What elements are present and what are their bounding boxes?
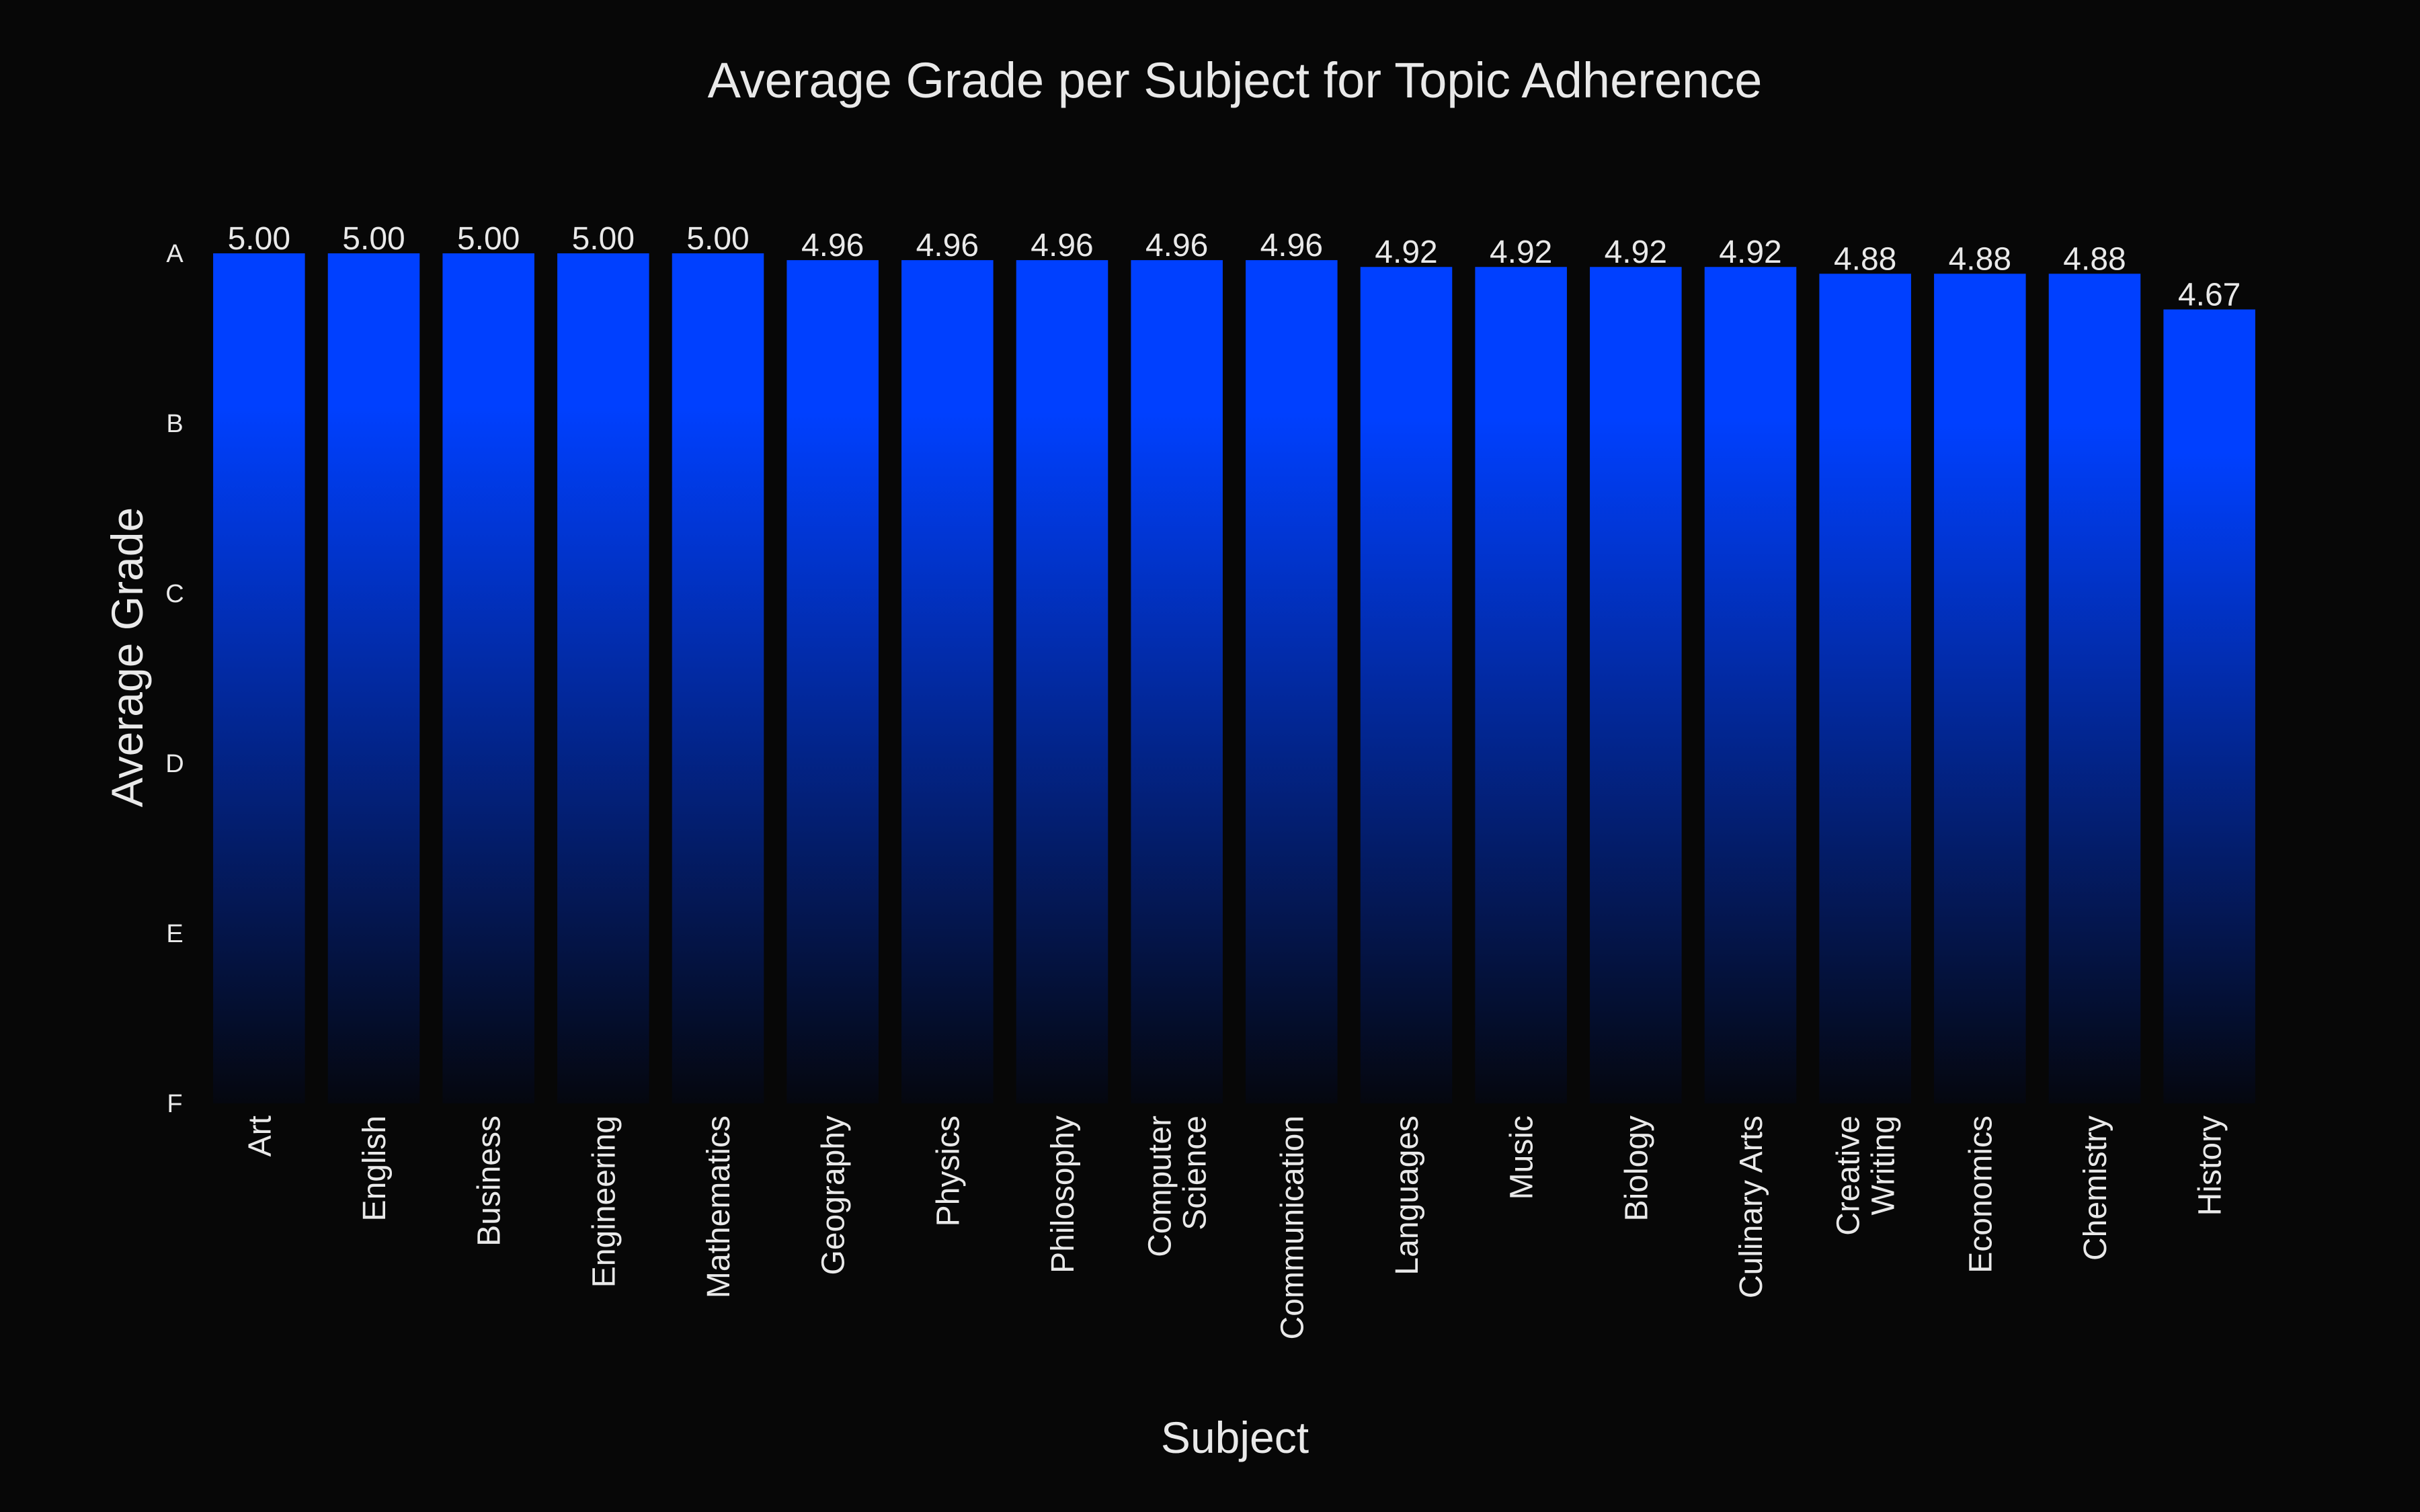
chart-title: Average Grade per Subject for Topic Adhe… bbox=[708, 52, 1763, 108]
bar-value-label: 4.88 bbox=[1949, 241, 2011, 277]
bar bbox=[1590, 267, 1682, 1103]
bar bbox=[787, 260, 879, 1103]
x-tick-label: CreativeWriting bbox=[1831, 1116, 1902, 1236]
y-tick-label: C bbox=[165, 580, 184, 608]
bar bbox=[1819, 274, 1911, 1103]
x-tick-label: Business bbox=[472, 1116, 508, 1247]
x-axis-ticks: Art English Business Engineering Mathematics… bbox=[242, 1116, 2228, 1339]
y-tick-label: B bbox=[166, 410, 183, 438]
x-tick-label: Culinary Arts bbox=[1734, 1116, 1769, 1298]
x-tick-label: Art bbox=[242, 1116, 278, 1157]
bar bbox=[1360, 267, 1453, 1103]
bar bbox=[442, 253, 534, 1103]
bar-value-label: 4.88 bbox=[1834, 241, 1896, 277]
bar bbox=[1131, 260, 1223, 1103]
x-tick-label: Philosophy bbox=[1045, 1116, 1081, 1273]
bar bbox=[327, 253, 420, 1103]
y-tick-label: E bbox=[166, 920, 183, 948]
x-tick-label: Communication bbox=[1275, 1116, 1310, 1339]
bar-value-label: 4.96 bbox=[801, 228, 864, 263]
x-axis-label: Subject bbox=[1161, 1413, 1309, 1462]
bar-value-labels: 5.00 5.00 5.00 5.00 5.00 4.96 4.96 4.96 4.96 4.96… bbox=[228, 221, 2241, 312]
bar-value-label: 4.92 bbox=[1719, 235, 1781, 270]
bar-value-label: 4.67 bbox=[2178, 277, 2241, 312]
bar bbox=[672, 253, 764, 1103]
bar-value-label: 4.88 bbox=[2063, 241, 2126, 277]
x-tick-label: Music bbox=[1504, 1116, 1540, 1200]
bar bbox=[1475, 267, 1567, 1103]
x-tick-label: Engineering bbox=[586, 1116, 622, 1288]
bar bbox=[1016, 260, 1108, 1103]
y-tick-label: F bbox=[167, 1090, 182, 1118]
y-tick-label: A bbox=[166, 240, 184, 268]
x-tick-label: History bbox=[2193, 1116, 2228, 1216]
bar-value-label: 4.96 bbox=[1260, 228, 1323, 263]
bar-value-label: 4.92 bbox=[1490, 235, 1552, 270]
bar bbox=[213, 253, 305, 1103]
y-axis-label: Average Grade bbox=[102, 507, 152, 807]
bar bbox=[901, 260, 994, 1103]
x-tick-label: Languages bbox=[1389, 1116, 1425, 1275]
x-tick-label: Chemistry bbox=[2078, 1116, 2113, 1261]
bar-value-label: 4.92 bbox=[1375, 235, 1437, 270]
y-axis-ticks: F E D C B A bbox=[165, 240, 184, 1118]
bar bbox=[1246, 260, 1338, 1103]
bar bbox=[2163, 309, 2255, 1103]
bar bbox=[557, 253, 649, 1103]
bar bbox=[1704, 267, 1797, 1103]
bar-value-label: 5.00 bbox=[342, 221, 405, 257]
y-tick-label: D bbox=[165, 750, 184, 778]
bar-value-label: 5.00 bbox=[228, 221, 290, 257]
x-tick-label: English bbox=[357, 1116, 393, 1221]
bar-value-label: 4.92 bbox=[1605, 235, 1667, 270]
bar-value-label: 4.96 bbox=[1145, 228, 1208, 263]
bar bbox=[1934, 274, 2026, 1103]
x-tick-label: Physics bbox=[930, 1116, 966, 1226]
bar-value-label: 4.96 bbox=[916, 228, 979, 263]
bar-value-label: 5.00 bbox=[572, 221, 635, 257]
x-tick-label: Biology bbox=[1619, 1116, 1654, 1221]
bar bbox=[2048, 274, 2141, 1103]
x-tick-label: Economics bbox=[1963, 1116, 1999, 1273]
x-tick-label: Geography bbox=[816, 1116, 852, 1275]
x-tick-label: ComputerScience bbox=[1143, 1116, 1213, 1257]
bar-value-label: 5.00 bbox=[457, 221, 520, 257]
x-tick-label: Mathematics bbox=[701, 1116, 737, 1298]
bar-value-label: 5.00 bbox=[686, 221, 749, 257]
bars-group bbox=[213, 253, 2255, 1103]
bar-value-label: 4.96 bbox=[1031, 228, 1093, 263]
